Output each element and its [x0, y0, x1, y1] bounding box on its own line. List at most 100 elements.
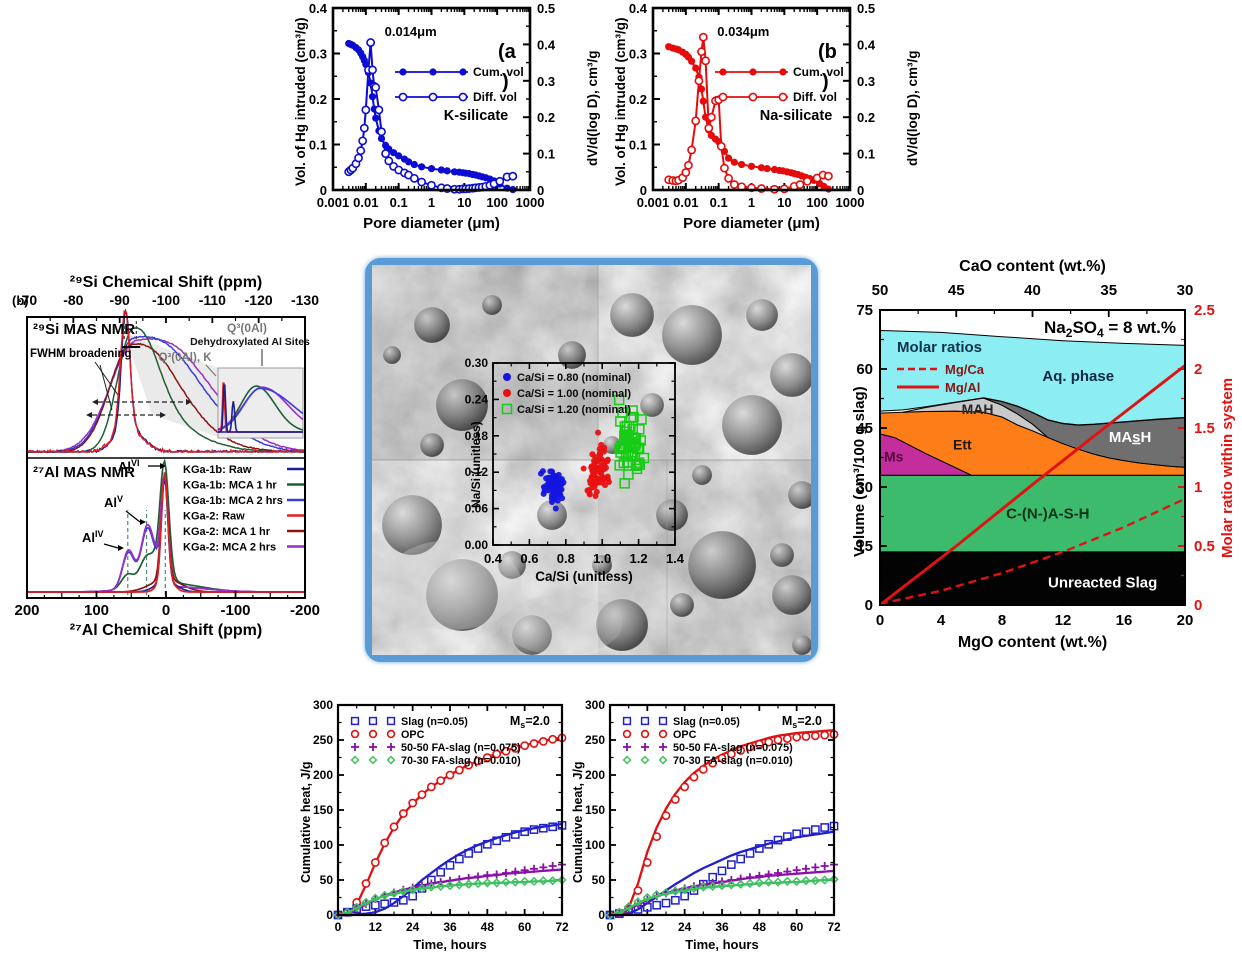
- panel-mip-na-silicate: 0.001 0.01 0.1 1 10 100 1000 0 0.1 0.2 0.3 0.4 0 0.1 0…: [603, 0, 925, 240]
- svg-text:0.5: 0.5: [1194, 538, 1215, 555]
- axis-label-hg-intruded-b: Vol. of Hg intruded (cm³/g): [613, 17, 628, 186]
- sem-scatter-chart: 0.4 0.6 0.8 1.0 1.2 1.4 0.00 0.06 0.12 0.18 0.24 0.…: [372, 265, 811, 655]
- svg-text:30: 30: [1177, 282, 1194, 299]
- svg-text:KGa-2: MCA 1 hr: KGa-2: MCA 1 hr: [183, 526, 271, 538]
- svg-text:0.24: 0.24: [465, 392, 489, 406]
- svg-text:0: 0: [326, 908, 333, 922]
- svg-text:Diff. vol: Diff. vol: [473, 90, 517, 104]
- svg-text:0: 0: [162, 602, 170, 619]
- svg-text:0.2: 0.2: [629, 92, 647, 107]
- svg-text:AlIV: AlIV: [82, 529, 104, 545]
- svg-text:0.4: 0.4: [484, 551, 503, 566]
- svg-text:0.3: 0.3: [309, 47, 327, 62]
- svg-text:2.5: 2.5: [1194, 302, 1215, 319]
- svg-text:-80: -80: [63, 292, 83, 308]
- svg-text:Cum. vol: Cum. vol: [473, 65, 524, 79]
- axis-label-dvdlogd-b: dV/d(log D), cm³/g: [905, 50, 920, 167]
- panel-mip-k-silicate: 0.001 0.01 0.1 1 10 100 1000 0 0.1 0.2 0.3 0.4 0 0.1 0…: [283, 0, 605, 240]
- svg-text:OPC: OPC: [673, 729, 697, 741]
- svg-text:45: 45: [856, 420, 873, 437]
- svg-text:200: 200: [14, 602, 39, 619]
- svg-text:0.4: 0.4: [629, 1, 648, 16]
- svg-text:Ms: Ms: [884, 448, 904, 464]
- svg-text:0.18: 0.18: [465, 429, 489, 443]
- svg-text:Na2SO4 = 8 wt.%: Na2SO4 = 8 wt.%: [1044, 318, 1176, 340]
- svg-text:100: 100: [806, 195, 828, 210]
- svg-text:72: 72: [827, 920, 841, 934]
- svg-text:75: 75: [856, 302, 873, 319]
- svg-text:Unreacted Slag: Unreacted Slag: [1048, 574, 1157, 591]
- svg-text:0.8: 0.8: [557, 551, 575, 566]
- axis-label-cumulative-heat-right: Cumulative heat, J/g: [571, 761, 585, 883]
- svg-text:-100: -100: [220, 602, 250, 619]
- axis-label-na-si: Na/Si (unitless): [469, 421, 483, 508]
- svg-text:70-30 FA-slag (n=0.010): 70-30 FA-slag (n=0.010): [401, 755, 521, 767]
- svg-text:8: 8: [998, 612, 1006, 629]
- svg-text:12: 12: [641, 920, 655, 934]
- svg-text:Diff. vol: Diff. vol: [793, 90, 837, 104]
- svg-text:300: 300: [585, 698, 605, 712]
- svg-text:FWHM broadening: FWHM broadening: [30, 348, 132, 360]
- svg-text:200: 200: [313, 768, 333, 782]
- svg-text:Time, hours: Time, hours: [685, 937, 758, 952]
- mip-k-silicate-chart: 0.001 0.01 0.1 1 10 100 100000.10.20.30.400.10…: [309, 1, 556, 232]
- svg-text:250: 250: [313, 733, 333, 747]
- svg-text:Ett: Ett: [953, 437, 972, 453]
- panel-heat-left: 0 50 100 150 200 250 300 0 12 24 36 48 60 72 Time, hou…: [295, 693, 605, 959]
- svg-text:MgO content (wt.%): MgO content (wt.%): [958, 634, 1107, 651]
- svg-text:24: 24: [678, 920, 692, 934]
- svg-text:KGa-2: Raw: KGa-2: Raw: [183, 511, 245, 523]
- svg-text:0.2: 0.2: [537, 110, 555, 125]
- svg-text:0.5: 0.5: [537, 1, 555, 16]
- svg-text:0.1: 0.1: [710, 195, 728, 210]
- svg-text:100: 100: [486, 195, 508, 210]
- svg-text:36: 36: [715, 920, 729, 934]
- svg-text:1: 1: [748, 195, 755, 210]
- svg-text:0.001: 0.001: [637, 195, 670, 210]
- svg-text:²⁷Al Chemical Shift (ppm): ²⁷Al Chemical Shift (ppm): [70, 622, 262, 639]
- svg-text:-200: -200: [290, 602, 320, 619]
- svg-text:(b): (b): [12, 293, 29, 308]
- svg-text:Dehydroxylated Al Sites: Dehydroxylated Al Sites: [190, 336, 310, 348]
- svg-text:48: 48: [481, 920, 495, 934]
- svg-text:0.1: 0.1: [857, 147, 875, 162]
- svg-text:1: 1: [1194, 479, 1202, 496]
- svg-text:0.6: 0.6: [520, 551, 538, 566]
- svg-text:MAsH: MAsH: [1109, 429, 1152, 446]
- svg-text:10: 10: [457, 195, 471, 210]
- mip-na-silicate-chart: 0.001 0.01 0.1 1 10 100 100000.10.20.30.400.10…: [629, 1, 876, 232]
- svg-text:150: 150: [585, 803, 605, 817]
- svg-text:Ca/Si = 0.80 (nominal): Ca/Si = 0.80 (nominal): [517, 372, 631, 384]
- svg-text:0.3: 0.3: [537, 74, 555, 89]
- svg-text:Pore diameter (μm): Pore diameter (μm): [363, 215, 500, 232]
- svg-text:0.2: 0.2: [857, 110, 875, 125]
- svg-text:10: 10: [777, 195, 791, 210]
- svg-text:0.1: 0.1: [390, 195, 408, 210]
- svg-text:50-50 FA-slag (n=0.075): 50-50 FA-slag (n=0.075): [401, 742, 521, 754]
- svg-text:-100: -100: [152, 292, 180, 308]
- svg-text:0.4: 0.4: [857, 37, 876, 52]
- svg-text:40: 40: [1024, 282, 1041, 299]
- axis-label-dvdlogd-a: dV/d(log D), cm³/g: [585, 50, 600, 167]
- svg-text:²⁷Al MAS NMR: ²⁷Al MAS NMR: [33, 464, 135, 481]
- panel-sem-micrograph: 0.4 0.6 0.8 1.0 1.2 1.4 0.00 0.06 0.12 0.18 0.24 0.…: [365, 258, 818, 662]
- svg-text:0.1: 0.1: [629, 138, 647, 153]
- svg-text:0.034μm: 0.034μm: [717, 24, 769, 39]
- svg-text:1.4: 1.4: [666, 551, 685, 566]
- svg-text:C-(N-)A-S-H: C-(N-)A-S-H: [1006, 505, 1089, 522]
- svg-text:1.2: 1.2: [630, 551, 648, 566]
- svg-text:Mg/Ca: Mg/Ca: [945, 362, 985, 377]
- svg-text:0.3: 0.3: [629, 47, 647, 62]
- panel-heat-right: 0 50 100 150 200 250 300 0 12 24 36 48 60 72 Time, hou…: [567, 693, 877, 959]
- svg-text:50: 50: [872, 282, 889, 299]
- svg-text:100: 100: [84, 602, 109, 619]
- svg-text:Molar ratios: Molar ratios: [897, 339, 982, 356]
- heat-right-chart: 0 50 100 150 200 250 300 0 12 24 36 48 60 72 Time, hou…: [585, 698, 841, 952]
- svg-text:-110: -110: [199, 292, 226, 308]
- svg-text:AlV: AlV: [104, 494, 123, 510]
- svg-text:50: 50: [592, 873, 606, 887]
- svg-text:16: 16: [1116, 612, 1133, 629]
- svg-text:KGa-2: MCA 2 hrs: KGa-2: MCA 2 hrs: [183, 542, 276, 554]
- svg-text:CaO content (wt.%): CaO content (wt.%): [959, 258, 1106, 275]
- svg-text:36: 36: [443, 920, 457, 934]
